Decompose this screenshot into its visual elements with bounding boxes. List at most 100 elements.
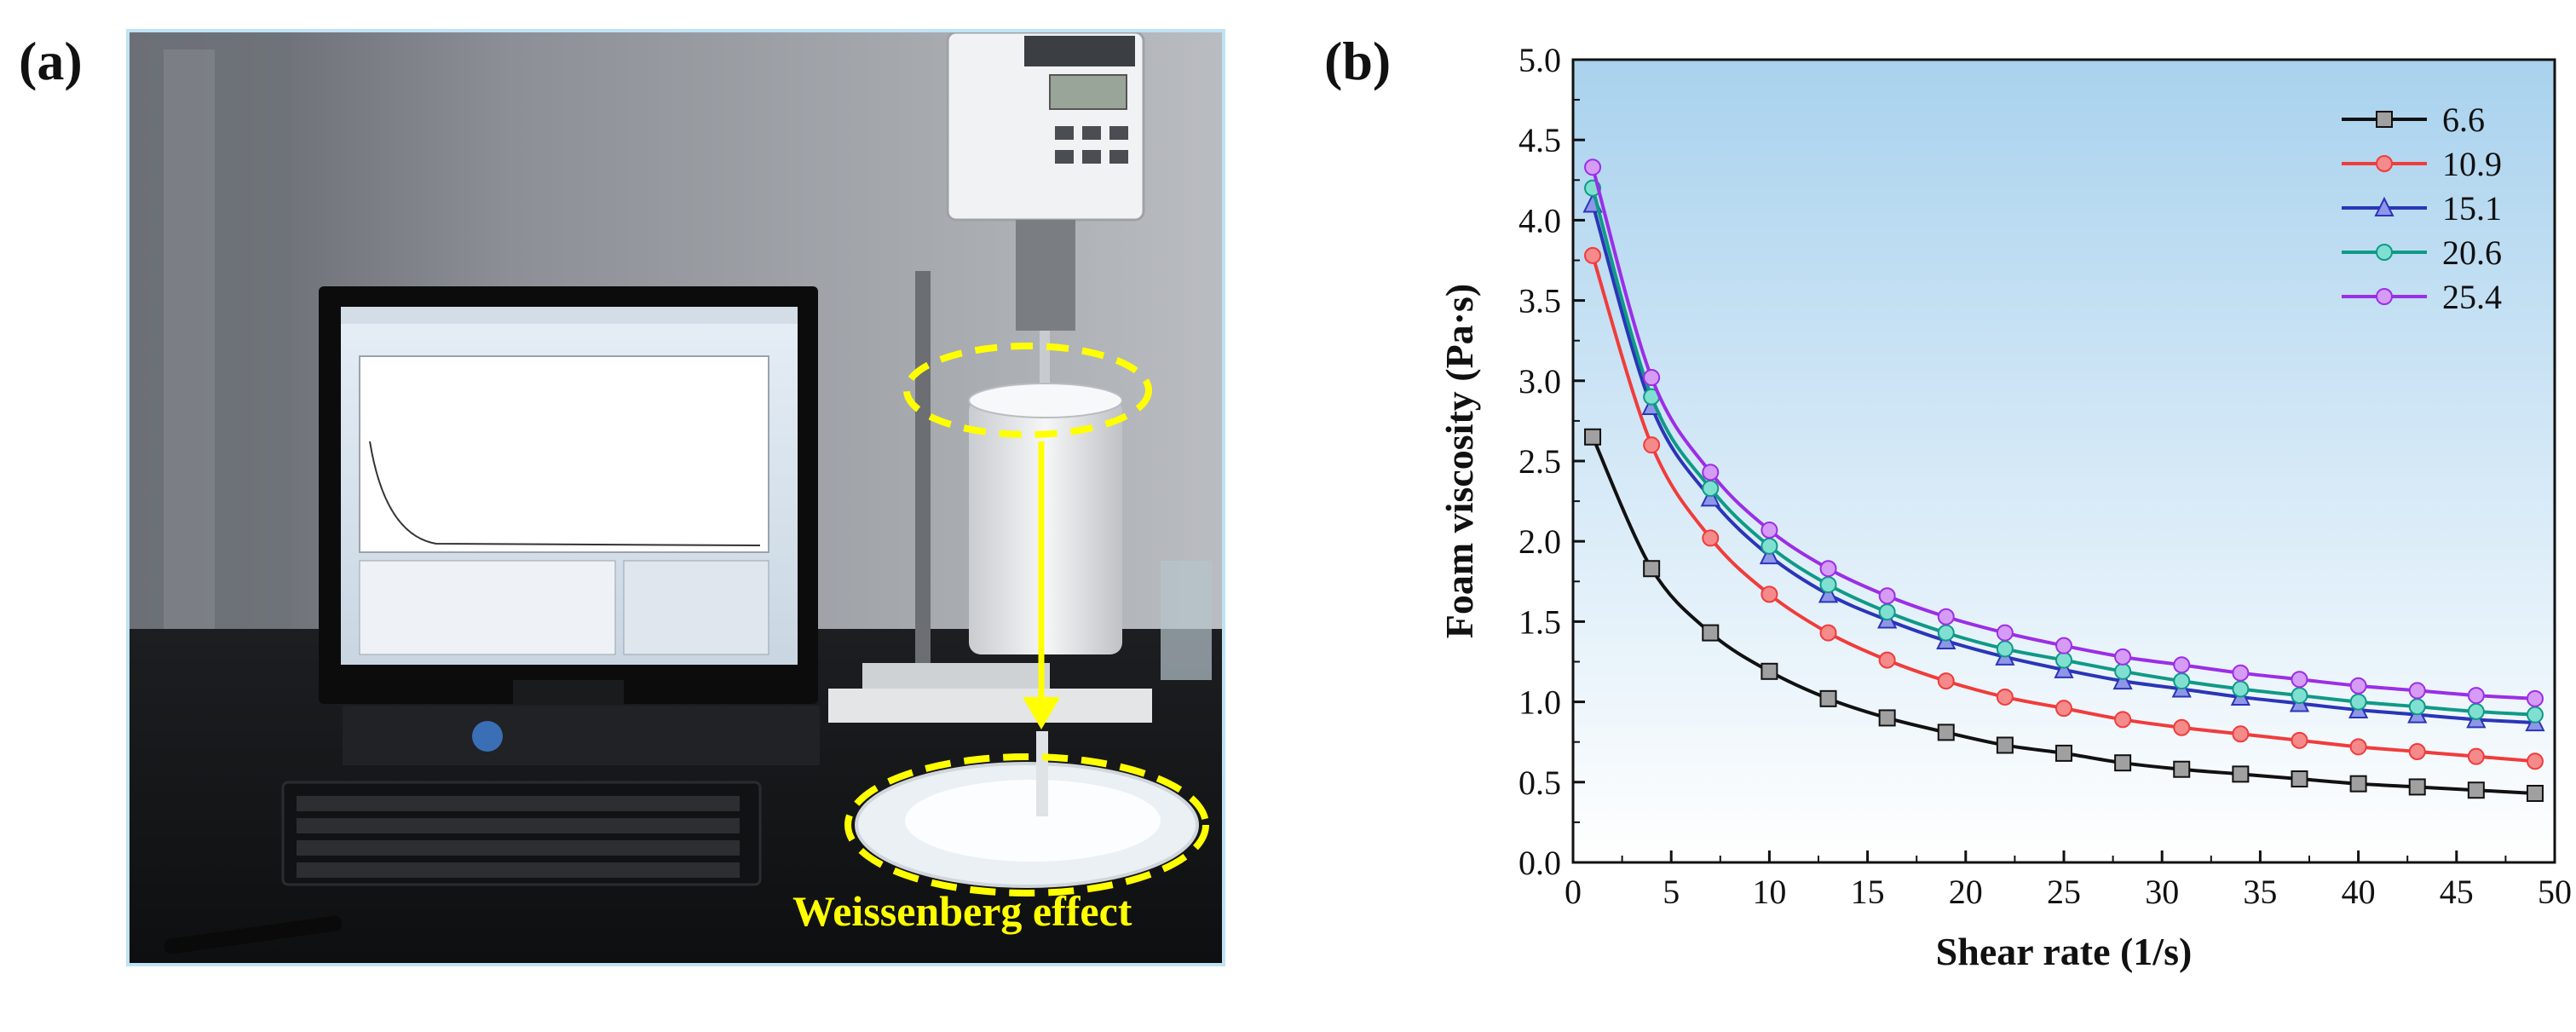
data-point [2114, 662, 2132, 680]
weissenberg-effect-label: Weissenberg effect [792, 887, 1132, 935]
series-6.6 [1584, 428, 2544, 802]
data-point [2467, 781, 2485, 799]
y-tick-label: 3.0 [1519, 362, 1561, 401]
legend-marker [2376, 111, 2393, 128]
panel-a-label: (a) [19, 31, 83, 91]
data-point [1761, 585, 1778, 603]
rheometer-photo-illustration [130, 32, 1222, 963]
x-tick-label: 40 [2342, 873, 2376, 911]
data-point [1819, 689, 1837, 707]
data-point [1759, 544, 1780, 565]
data-point [1937, 624, 1955, 642]
panel-b-label: (b) [1324, 31, 1392, 91]
data-point [2055, 637, 2072, 654]
x-tick-label: 5 [1663, 873, 1680, 911]
computer-base [343, 706, 820, 765]
data-point [2232, 725, 2250, 743]
data-point [1761, 537, 1778, 555]
x-tick-label: 15 [1851, 873, 1885, 911]
legend-marker [2376, 244, 2393, 261]
data-point [2232, 765, 2250, 783]
legend-item: 20.6 [2342, 233, 2502, 272]
data-point [1996, 624, 2014, 642]
legend-label: 25.4 [2442, 278, 2502, 316]
legend-item: 6.6 [2342, 101, 2485, 139]
legend-item: 10.9 [2342, 145, 2502, 183]
data-point [2055, 700, 2072, 718]
x-tick-label: 20 [1949, 873, 1983, 911]
data-point [2408, 778, 2426, 796]
data-point [1702, 480, 1720, 498]
data-point [1643, 560, 1661, 578]
legend-label: 15.1 [2442, 189, 2502, 228]
legend-marker [2376, 155, 2393, 172]
data-point [2467, 747, 2485, 765]
y-tick-label: 5.0 [1519, 41, 1561, 79]
x-axis-title: Shear rate (1/s) [1936, 930, 2193, 973]
y-tick-label: 4.5 [1519, 121, 1561, 159]
plot-area-background [1573, 60, 2555, 862]
data-point [2526, 752, 2544, 770]
legend: 6.6 10.9 15.1 20.6 25.4 [2342, 101, 2502, 316]
data-point [2114, 711, 2132, 729]
data-point [1819, 560, 1837, 578]
data-point [1819, 624, 1837, 642]
data-point [1996, 688, 2014, 706]
series-layer [1582, 159, 2545, 802]
data-point [1702, 529, 1720, 547]
rheometer-photo [126, 29, 1225, 966]
series-10.9 [1584, 246, 2544, 770]
rheometer-base [828, 689, 1152, 723]
y-tick-label: 0.5 [1519, 764, 1561, 802]
data-point [1819, 576, 1837, 594]
data-point [2291, 731, 2308, 749]
power-button-icon [472, 721, 503, 752]
plot-frame [1571, 58, 2556, 864]
x-tick-label: 45 [2440, 873, 2474, 911]
data-point [1878, 603, 1896, 621]
data-point [2408, 743, 2426, 761]
data-point [2173, 656, 2191, 674]
data-point [1937, 724, 1955, 741]
data-point [2526, 689, 2544, 707]
data-point [1878, 587, 1896, 605]
data-point [1761, 522, 1778, 539]
data-point [2349, 677, 2367, 695]
y-tick-label: 4.0 [1519, 201, 1561, 239]
x-tick-label: 35 [2243, 873, 2277, 911]
data-point [1761, 662, 1778, 680]
data-point [1643, 436, 1661, 454]
data-point [2173, 718, 2191, 736]
x-tick-label: 25 [2047, 873, 2081, 911]
data-point [2526, 784, 2544, 802]
top-highlight-ellipse [903, 343, 1152, 438]
data-point [2408, 698, 2426, 716]
data-point [1937, 672, 1955, 690]
spindle-motor [1016, 220, 1075, 331]
data-point [2467, 702, 2485, 720]
rheometer-display [1049, 74, 1127, 110]
y-axis-title: Foam viscosity (Pa·s) [1438, 284, 1481, 639]
data-point [1818, 583, 1839, 603]
data-point [2232, 680, 2250, 698]
data-point [1937, 608, 1955, 626]
y-tick-label: 2.0 [1519, 522, 1561, 561]
x-tick-label: 0 [1565, 873, 1582, 911]
y-tick-labels: 0.0 0.5 1.0 1.5 2.0 2.5 3.0 3.5 4.0 4.5 5.0 [1519, 41, 1561, 882]
data-point [2526, 706, 2544, 724]
data-point [2349, 738, 2367, 756]
data-point [2349, 775, 2367, 793]
data-point [2291, 770, 2308, 788]
series-25.4 [1584, 159, 2544, 707]
data-point [1643, 369, 1661, 387]
y-tick-label: 1.0 [1519, 683, 1561, 722]
data-point [2232, 664, 2250, 682]
legend-item: 15.1 [2342, 189, 2502, 228]
data-point [2054, 658, 2074, 678]
data-point [2408, 682, 2426, 700]
data-point [2055, 651, 2072, 669]
x-tick-label: 50 [2538, 873, 2572, 911]
data-point [2114, 648, 2132, 666]
data-point [1702, 464, 1720, 481]
x-tick-label: 10 [1752, 873, 1786, 911]
